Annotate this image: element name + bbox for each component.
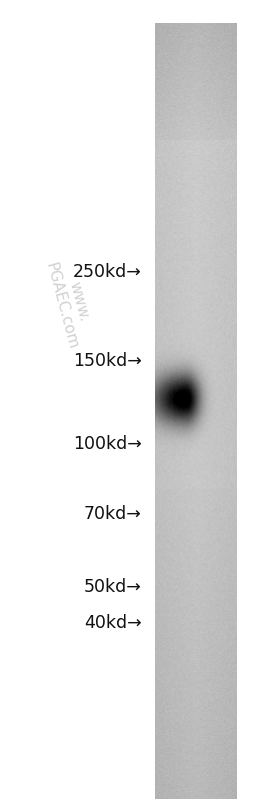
Text: 40kd→: 40kd→ xyxy=(84,614,141,632)
Text: 70kd→: 70kd→ xyxy=(84,505,141,523)
Text: 150kd→: 150kd→ xyxy=(73,352,141,370)
Text: www.
PGAEC.com: www. PGAEC.com xyxy=(42,256,98,351)
Text: 250kd→: 250kd→ xyxy=(73,263,141,280)
Text: 100kd→: 100kd→ xyxy=(73,435,141,453)
Text: 50kd→: 50kd→ xyxy=(84,578,141,596)
